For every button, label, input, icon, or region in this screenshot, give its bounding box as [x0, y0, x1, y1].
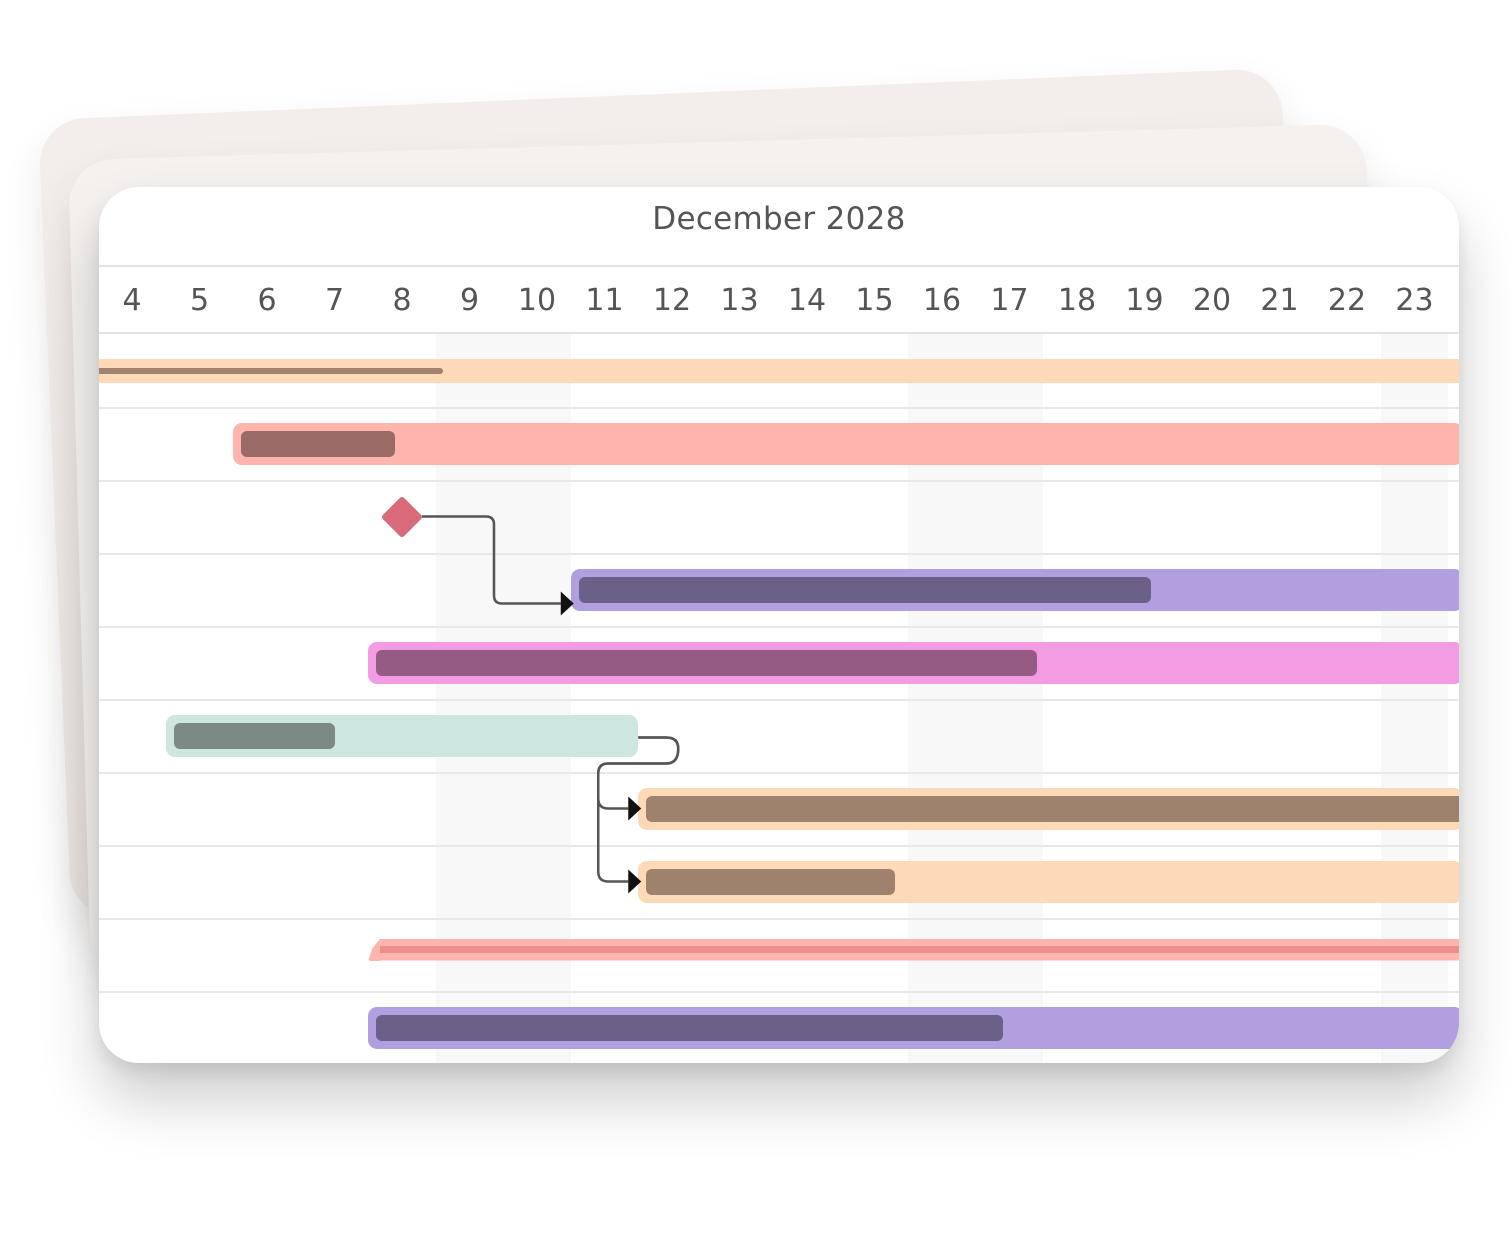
gantt-card: December 2028 4 5 6 7 8 9 10 11 12 13 14 15 16 17 18 19…: [99, 187, 1459, 1063]
day-label: 16: [922, 283, 962, 318]
day-label: 11: [585, 283, 624, 318]
task-progress: [376, 649, 1037, 676]
row-divider: [99, 918, 1459, 920]
day-label: 22: [1327, 283, 1367, 318]
day-label: 4: [122, 283, 142, 318]
summary-bar[interactable]: [99, 358, 1459, 383]
task-bar[interactable]: [233, 422, 1459, 465]
day-label: 7: [324, 283, 345, 318]
task-progress: [241, 430, 396, 457]
task-progress: [578, 576, 1152, 603]
header-divider: [99, 265, 1459, 267]
day-label: 6: [257, 283, 277, 318]
day-label: 8: [392, 283, 412, 318]
day-label: 15: [855, 283, 894, 318]
dependency-links: [422, 515, 680, 894]
task-bar[interactable]: [638, 860, 1459, 903]
row-divider: [99, 480, 1459, 482]
row-divider: [99, 626, 1459, 628]
day-label: 21: [1260, 283, 1299, 318]
day-label: 23: [1395, 283, 1434, 318]
summary-bar[interactable]: [368, 938, 1459, 961]
day-label: 12: [652, 283, 692, 318]
task-bar[interactable]: [638, 787, 1459, 830]
task-progress: [173, 722, 335, 749]
day-label: 20: [1192, 283, 1232, 318]
task-bar[interactable]: [165, 714, 639, 757]
day-label: 17: [990, 283, 1029, 318]
scale-divider: [99, 332, 1459, 334]
milestone-marker[interactable]: [380, 495, 424, 538]
row-divider: [99, 845, 1459, 847]
task-bar[interactable]: [570, 568, 1459, 611]
task-bar[interactable]: [368, 641, 1459, 684]
task-progress: [99, 367, 443, 374]
day-label: 18: [1057, 283, 1097, 318]
task-progress: [376, 1014, 1003, 1041]
day-label: 19: [1125, 283, 1164, 318]
month-title: December 2028: [652, 201, 906, 237]
day-label: 13: [720, 283, 759, 318]
row-divider: [99, 772, 1459, 774]
day-label: 10: [517, 283, 557, 318]
task-bar[interactable]: [368, 1006, 1459, 1049]
task-progress: [646, 795, 1459, 822]
row-divider: [99, 553, 1459, 555]
row-divider: [99, 991, 1459, 993]
day-label: 5: [189, 283, 210, 318]
task-progress: [646, 868, 895, 895]
task-progress: [380, 945, 1459, 953]
row-divider: [99, 407, 1459, 409]
row-divider: [99, 699, 1459, 701]
day-label: 14: [787, 283, 827, 318]
day-label: 9: [459, 283, 480, 318]
